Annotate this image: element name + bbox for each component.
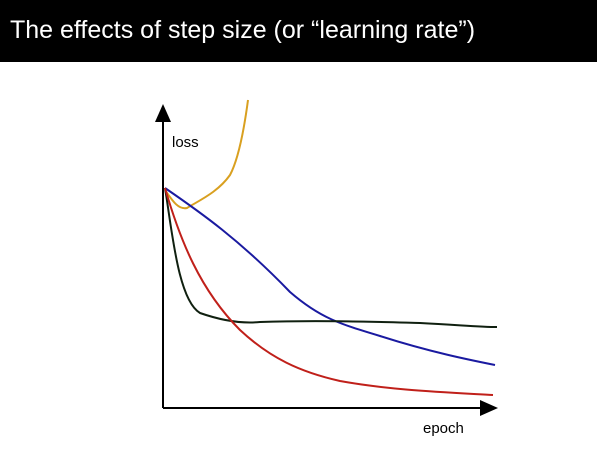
slide-title: The effects of step size (or “learning r… <box>10 16 476 44</box>
sketch-chart: loss epoch <box>155 99 498 437</box>
y-axis-label: loss <box>172 134 199 151</box>
x-axis-label: epoch <box>423 420 464 437</box>
low-rate-curve <box>164 187 494 396</box>
title-bar: The effects of step size (or “learning r… <box>0 0 597 62</box>
good-rate-curve <box>164 187 496 366</box>
very-high-rate-curve <box>164 187 498 328</box>
high-rate-curve <box>164 99 249 210</box>
